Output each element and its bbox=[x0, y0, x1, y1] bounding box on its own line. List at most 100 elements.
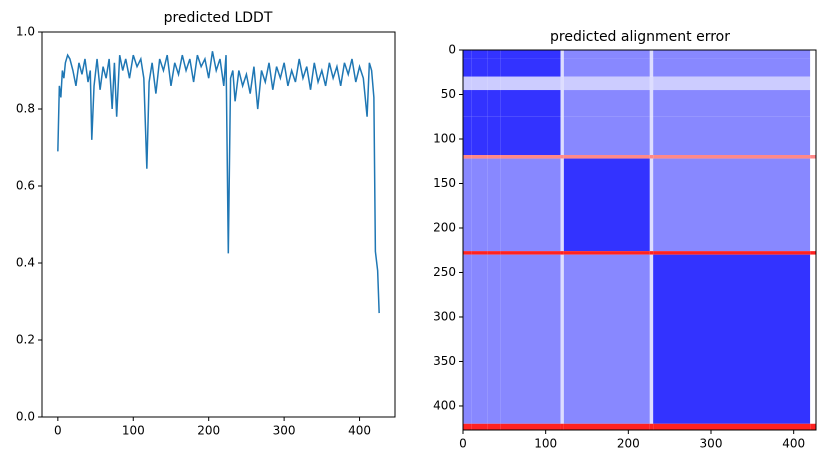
heatmap-cell bbox=[487, 58, 501, 77]
heatmap-cell bbox=[525, 158, 561, 252]
x-tick-label: 300 bbox=[273, 424, 296, 438]
line bbox=[57, 51, 380, 314]
y-tick-label: 200 bbox=[433, 220, 456, 234]
heatmap-cell bbox=[563, 155, 650, 159]
heatmap-cell bbox=[560, 423, 564, 430]
y-tick-label: 0 bbox=[448, 43, 456, 57]
heatmap-cell bbox=[487, 155, 501, 159]
x-tick-label: 400 bbox=[348, 424, 371, 438]
axes-frame bbox=[41, 31, 396, 418]
heatmap-cell bbox=[649, 58, 654, 77]
heatmap-cell bbox=[560, 158, 564, 252]
heatmap-cell bbox=[463, 254, 472, 424]
heatmap-cell bbox=[471, 90, 488, 117]
heatmap-cell bbox=[563, 50, 650, 59]
heatmap-cell bbox=[487, 158, 501, 252]
heatmap-cell bbox=[810, 76, 816, 91]
heatmap-cell bbox=[500, 50, 526, 59]
heatmap-cell bbox=[525, 76, 561, 91]
heatmap-cell bbox=[525, 251, 561, 255]
heatmap-cell bbox=[471, 423, 488, 430]
heatmap-cell bbox=[487, 50, 501, 59]
heatmap-cell bbox=[563, 90, 650, 117]
heatmap-cell bbox=[810, 116, 816, 156]
heatmap-cell bbox=[649, 423, 654, 430]
heatmap-cell bbox=[653, 251, 811, 255]
heatmap-cell bbox=[560, 58, 564, 77]
heatmap-cell bbox=[525, 50, 561, 59]
heatmap-cell bbox=[649, 116, 654, 156]
heatmap-cell bbox=[653, 254, 811, 424]
heatmap-cell bbox=[653, 116, 811, 156]
heatmap-cell bbox=[525, 423, 561, 430]
heatmap-cell bbox=[649, 251, 654, 255]
heatmap-cell bbox=[471, 50, 488, 59]
heatmap-cell bbox=[500, 423, 526, 430]
heatmap-cell bbox=[810, 254, 816, 424]
heatmap-cell bbox=[563, 158, 650, 252]
y-tick-label: 50 bbox=[441, 87, 456, 101]
heatmap-cell bbox=[525, 254, 561, 424]
heatmap-cell bbox=[649, 158, 654, 252]
heatmap-cell bbox=[500, 76, 526, 91]
heatmap-cell bbox=[560, 254, 564, 424]
heatmap-cell bbox=[487, 251, 501, 255]
heatmap-cell bbox=[563, 76, 650, 91]
heatmap-cell bbox=[810, 58, 816, 77]
heatmap-cell bbox=[563, 116, 650, 156]
heatmap-cell bbox=[649, 90, 654, 117]
heatmap-cell bbox=[563, 251, 650, 255]
heatmap-cell bbox=[487, 423, 501, 430]
y-tick-label: 150 bbox=[433, 176, 456, 190]
heatmap-cell bbox=[653, 76, 811, 91]
heatmap-cell bbox=[463, 50, 472, 59]
y-tick-label: 0.0 bbox=[16, 410, 35, 424]
y-tick-label: 250 bbox=[433, 265, 456, 279]
heatmap-cell bbox=[525, 155, 561, 159]
heatmap-cell bbox=[810, 155, 816, 159]
heatmap-cell bbox=[563, 58, 650, 77]
x-tick-label: 100 bbox=[122, 424, 145, 438]
heatmap-cell bbox=[463, 158, 472, 252]
heatmap-cell bbox=[560, 76, 564, 91]
heatmap-cell bbox=[471, 158, 488, 252]
y-tick-label: 0.8 bbox=[16, 102, 35, 116]
heatmap-cell bbox=[463, 58, 472, 77]
y-tick-label: 0.2 bbox=[16, 333, 35, 347]
heatmap-cell bbox=[500, 155, 526, 159]
axes-frame bbox=[462, 49, 817, 431]
heatmap-cell bbox=[471, 58, 488, 77]
heatmap-cell bbox=[463, 116, 472, 156]
heatmap-cell bbox=[560, 116, 564, 156]
heatmap-cell bbox=[487, 90, 501, 117]
heatmap-cell bbox=[500, 58, 526, 77]
heatmap-cell bbox=[649, 254, 654, 424]
heatmap-cell bbox=[471, 76, 488, 91]
heatmap-cell bbox=[653, 155, 811, 159]
heatmap-cell bbox=[500, 90, 526, 117]
heatmap-cell bbox=[653, 50, 811, 59]
heatmap-cell bbox=[653, 423, 811, 430]
heatmap-cell bbox=[560, 50, 564, 59]
x-tick-label: 200 bbox=[617, 437, 640, 451]
heatmap-cell bbox=[471, 116, 488, 156]
heatmap-cell bbox=[487, 116, 501, 156]
y-tick-label: 0.6 bbox=[16, 179, 35, 193]
heatmap-cell bbox=[810, 50, 816, 59]
heatmap-cell bbox=[463, 90, 472, 117]
heatmap-cell bbox=[463, 155, 472, 159]
heatmap-cell bbox=[560, 90, 564, 117]
heatmap-cell bbox=[653, 58, 811, 77]
heatmap-cell bbox=[500, 158, 526, 252]
heatmap-cell bbox=[500, 251, 526, 255]
y-tick-label: 0.4 bbox=[16, 256, 35, 270]
heatmap-cell bbox=[560, 251, 564, 255]
heatmap-cell bbox=[649, 76, 654, 91]
heatmap-cell bbox=[649, 50, 654, 59]
heatmap-cell bbox=[810, 251, 816, 255]
chart-title: predicted LDDT bbox=[164, 10, 273, 26]
x-tick-label: 300 bbox=[700, 437, 723, 451]
x-tick-label: 200 bbox=[197, 424, 220, 438]
heatmap-cell bbox=[525, 90, 561, 117]
